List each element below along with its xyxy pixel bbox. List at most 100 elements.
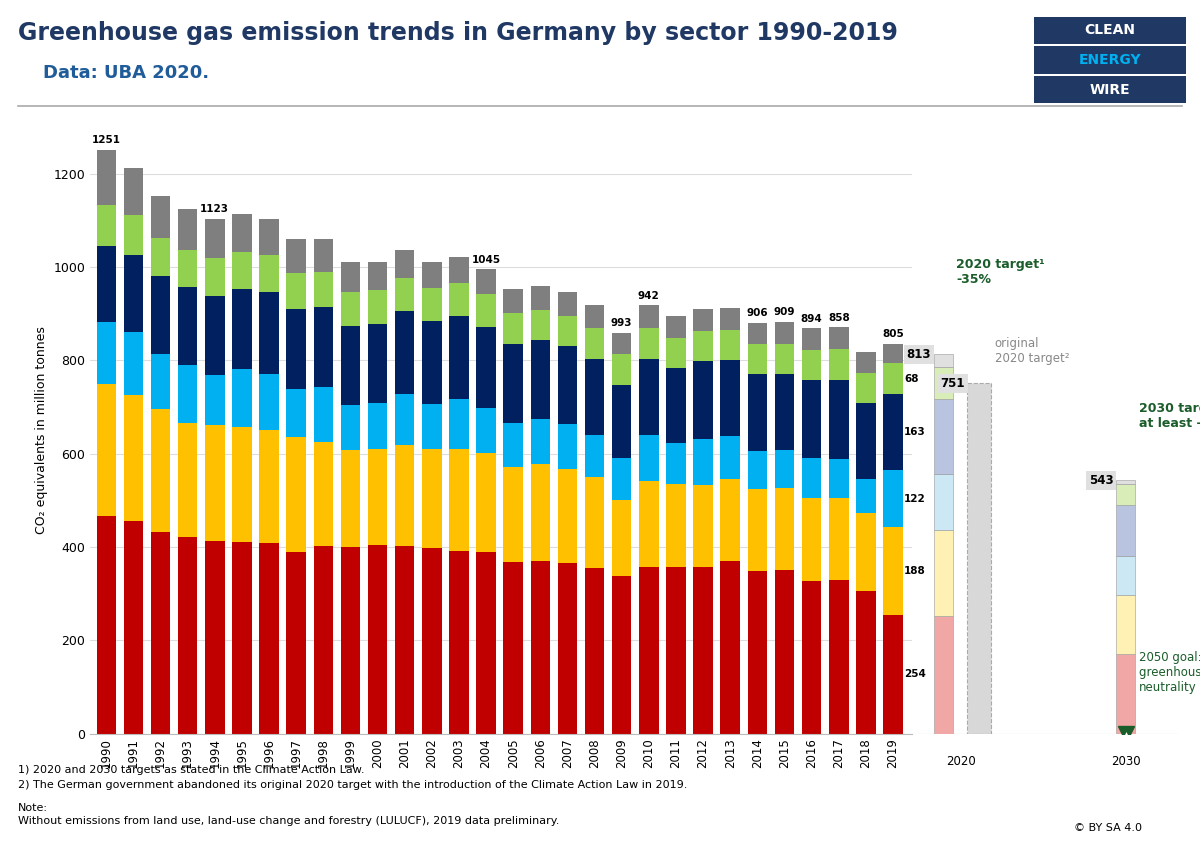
Bar — [259, 374, 278, 431]
Bar — [640, 434, 659, 481]
Text: 909: 909 — [774, 308, 796, 317]
Bar — [748, 571, 767, 734]
Bar — [259, 431, 278, 544]
Bar — [934, 354, 953, 367]
Bar — [1116, 480, 1135, 483]
Bar — [584, 328, 605, 359]
Bar — [313, 271, 334, 307]
Bar — [967, 383, 991, 734]
Bar — [584, 305, 605, 328]
Bar — [124, 332, 143, 395]
Text: WIRE: WIRE — [1090, 83, 1130, 98]
Bar — [205, 376, 224, 425]
Text: 993: 993 — [611, 318, 632, 328]
Bar — [1116, 483, 1135, 505]
Bar — [748, 344, 767, 374]
Text: 751: 751 — [941, 377, 965, 390]
Bar — [422, 549, 442, 734]
Bar — [1116, 505, 1135, 556]
Bar — [449, 316, 469, 399]
Bar — [232, 427, 252, 543]
Bar — [666, 368, 685, 444]
Bar — [802, 328, 821, 349]
Bar — [205, 541, 224, 734]
Bar — [504, 289, 523, 313]
Bar — [232, 289, 252, 369]
Bar — [720, 308, 740, 330]
Bar — [530, 419, 550, 465]
Text: 1045: 1045 — [472, 254, 500, 265]
Bar — [694, 485, 713, 566]
Bar — [422, 262, 442, 288]
FancyBboxPatch shape — [1034, 47, 1186, 74]
Legend: Energy Industries, Industry, Buildings, Transport, Agriculture, Waste and other: Energy Industries, Industry, Buildings, … — [160, 847, 842, 848]
Bar — [694, 438, 713, 485]
Bar — [775, 570, 794, 734]
Bar — [720, 479, 740, 561]
Bar — [232, 369, 252, 427]
Bar — [883, 615, 902, 734]
Bar — [530, 465, 550, 561]
Bar — [829, 327, 848, 349]
Bar — [96, 204, 116, 246]
Bar — [287, 309, 306, 389]
Text: 68: 68 — [904, 374, 919, 383]
Bar — [558, 424, 577, 469]
Bar — [666, 316, 685, 338]
Bar — [883, 344, 902, 363]
Bar — [476, 293, 496, 326]
Bar — [287, 239, 306, 273]
Bar — [341, 326, 360, 404]
Bar — [883, 363, 902, 394]
Bar — [504, 423, 523, 467]
Bar — [476, 408, 496, 453]
Bar — [151, 196, 170, 237]
Bar — [612, 385, 631, 459]
Text: Data: UBA 2020.: Data: UBA 2020. — [18, 64, 209, 81]
Bar — [313, 239, 334, 272]
Bar — [422, 288, 442, 321]
Bar — [530, 340, 550, 419]
Text: 1) 2020 and 2030 targets as stated in the Climate Action Law.: 1) 2020 and 2030 targets as stated in th… — [18, 765, 365, 775]
Bar — [612, 459, 631, 500]
Bar — [449, 399, 469, 449]
Bar — [313, 442, 334, 546]
Bar — [395, 250, 414, 278]
Bar — [449, 551, 469, 734]
Bar — [829, 460, 848, 498]
Text: 188: 188 — [904, 566, 926, 576]
Bar — [178, 537, 198, 734]
Bar — [205, 296, 224, 376]
Text: 2020 target¹
-35%: 2020 target¹ -35% — [956, 258, 1045, 286]
Bar — [178, 287, 198, 365]
Bar — [584, 359, 605, 435]
Bar — [584, 435, 605, 477]
Bar — [395, 393, 414, 445]
Bar — [640, 328, 659, 359]
Bar — [612, 500, 631, 576]
Text: 2020: 2020 — [947, 755, 976, 767]
Bar — [96, 321, 116, 383]
Bar — [422, 404, 442, 449]
Text: 906: 906 — [746, 308, 768, 318]
Bar — [558, 315, 577, 347]
Bar — [367, 449, 388, 545]
Bar — [504, 467, 523, 562]
Bar — [96, 383, 116, 516]
Bar — [367, 261, 388, 291]
Bar — [259, 219, 278, 254]
Bar — [1116, 556, 1135, 594]
Bar — [934, 616, 953, 734]
FancyBboxPatch shape — [1034, 17, 1186, 44]
Bar — [775, 450, 794, 488]
Bar — [232, 543, 252, 734]
Bar — [178, 250, 198, 287]
Bar — [259, 544, 278, 734]
Bar — [287, 273, 306, 309]
Bar — [287, 437, 306, 552]
Bar — [856, 513, 876, 591]
Text: ENERGY: ENERGY — [1079, 53, 1141, 67]
Bar — [124, 395, 143, 522]
Bar — [748, 451, 767, 489]
Bar — [124, 522, 143, 734]
